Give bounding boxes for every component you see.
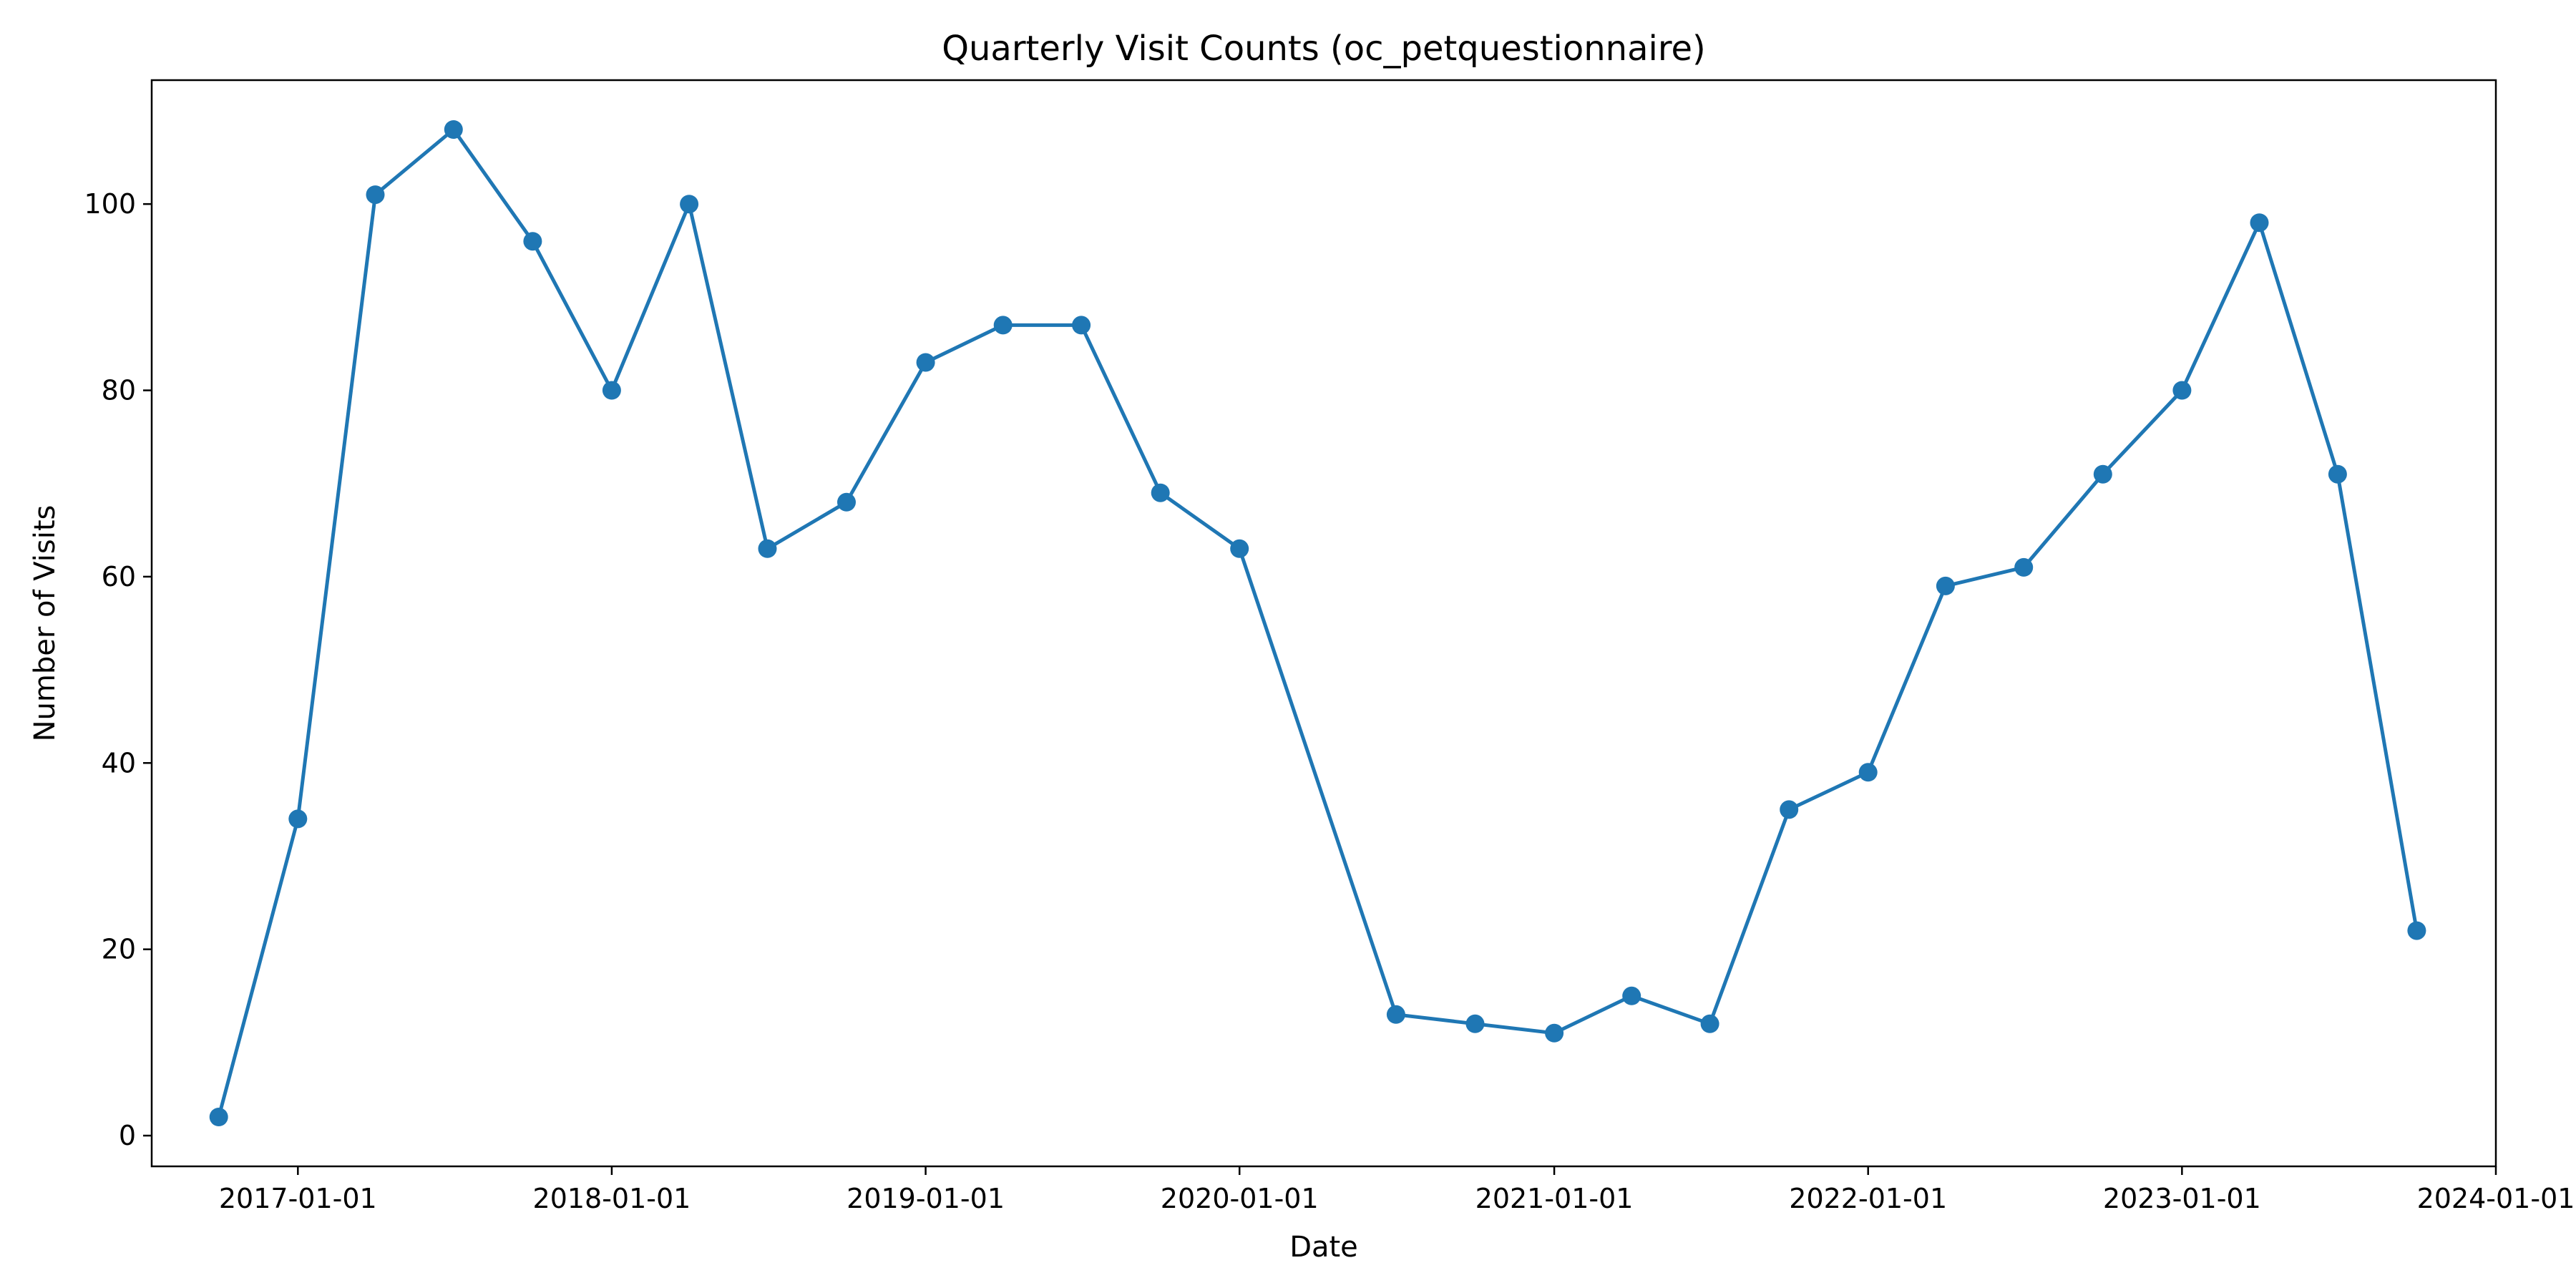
data-point <box>1151 483 1170 502</box>
data-point <box>758 539 777 558</box>
x-axis-label: Date <box>1289 1231 1358 1264</box>
y-tick-label: 0 <box>119 1120 136 1151</box>
data-point <box>2093 464 2112 484</box>
data-point <box>1545 1023 1564 1043</box>
series-line <box>217 127 2419 1119</box>
chart-title: Quarterly Visit Counts (oc_petquestionna… <box>942 29 1706 69</box>
data-point <box>1465 1014 1485 1033</box>
y-tick-label: 100 <box>84 188 136 220</box>
x-tick-label: 2018-01-01 <box>533 1183 691 1214</box>
data-point <box>1700 1014 1719 1033</box>
data-point <box>2328 464 2347 484</box>
x-tick-label: 2017-01-01 <box>219 1183 377 1214</box>
axis-ticks: 0 20 40 60 80 100 2017-01-01 2018-01-01 2019-01-… <box>84 188 2575 1214</box>
data-point <box>288 809 308 829</box>
data-point <box>1230 539 1249 558</box>
data-point <box>1858 763 1878 782</box>
x-tick-label: 2022-01-01 <box>1789 1183 1947 1214</box>
x-tick-label: 2020-01-01 <box>1161 1183 1319 1214</box>
data-point <box>366 185 385 205</box>
y-tick-label: 80 <box>102 375 136 406</box>
x-tick-label: 2023-01-01 <box>2103 1183 2261 1214</box>
data-point <box>2014 557 2034 577</box>
data-point <box>2407 921 2426 940</box>
data-point <box>993 316 1013 335</box>
series-layer <box>209 120 2426 1126</box>
data-point <box>1622 986 1641 1005</box>
data-point <box>209 1108 228 1126</box>
data-point <box>1386 1005 1405 1024</box>
data-point <box>2172 381 2192 400</box>
y-axis-label: Number of Visits <box>29 505 62 742</box>
data-point <box>523 232 542 251</box>
data-point <box>1780 800 1799 819</box>
data-point <box>680 195 699 214</box>
data-point <box>1936 576 1955 595</box>
y-tick-label: 40 <box>102 747 136 779</box>
y-tick-label: 60 <box>102 561 136 592</box>
data-point <box>837 492 856 512</box>
x-tick-label: 2021-01-01 <box>1475 1183 1634 1214</box>
plot-frame <box>150 79 2497 1168</box>
data-point <box>602 381 621 400</box>
x-tick-label: 2024-01-01 <box>2417 1183 2575 1214</box>
x-tick-label: 2019-01-01 <box>847 1183 1005 1214</box>
data-point <box>916 353 935 372</box>
data-point <box>444 120 463 139</box>
data-point <box>1072 316 1091 335</box>
y-tick-label: 20 <box>102 934 136 965</box>
data-point <box>2250 213 2269 233</box>
